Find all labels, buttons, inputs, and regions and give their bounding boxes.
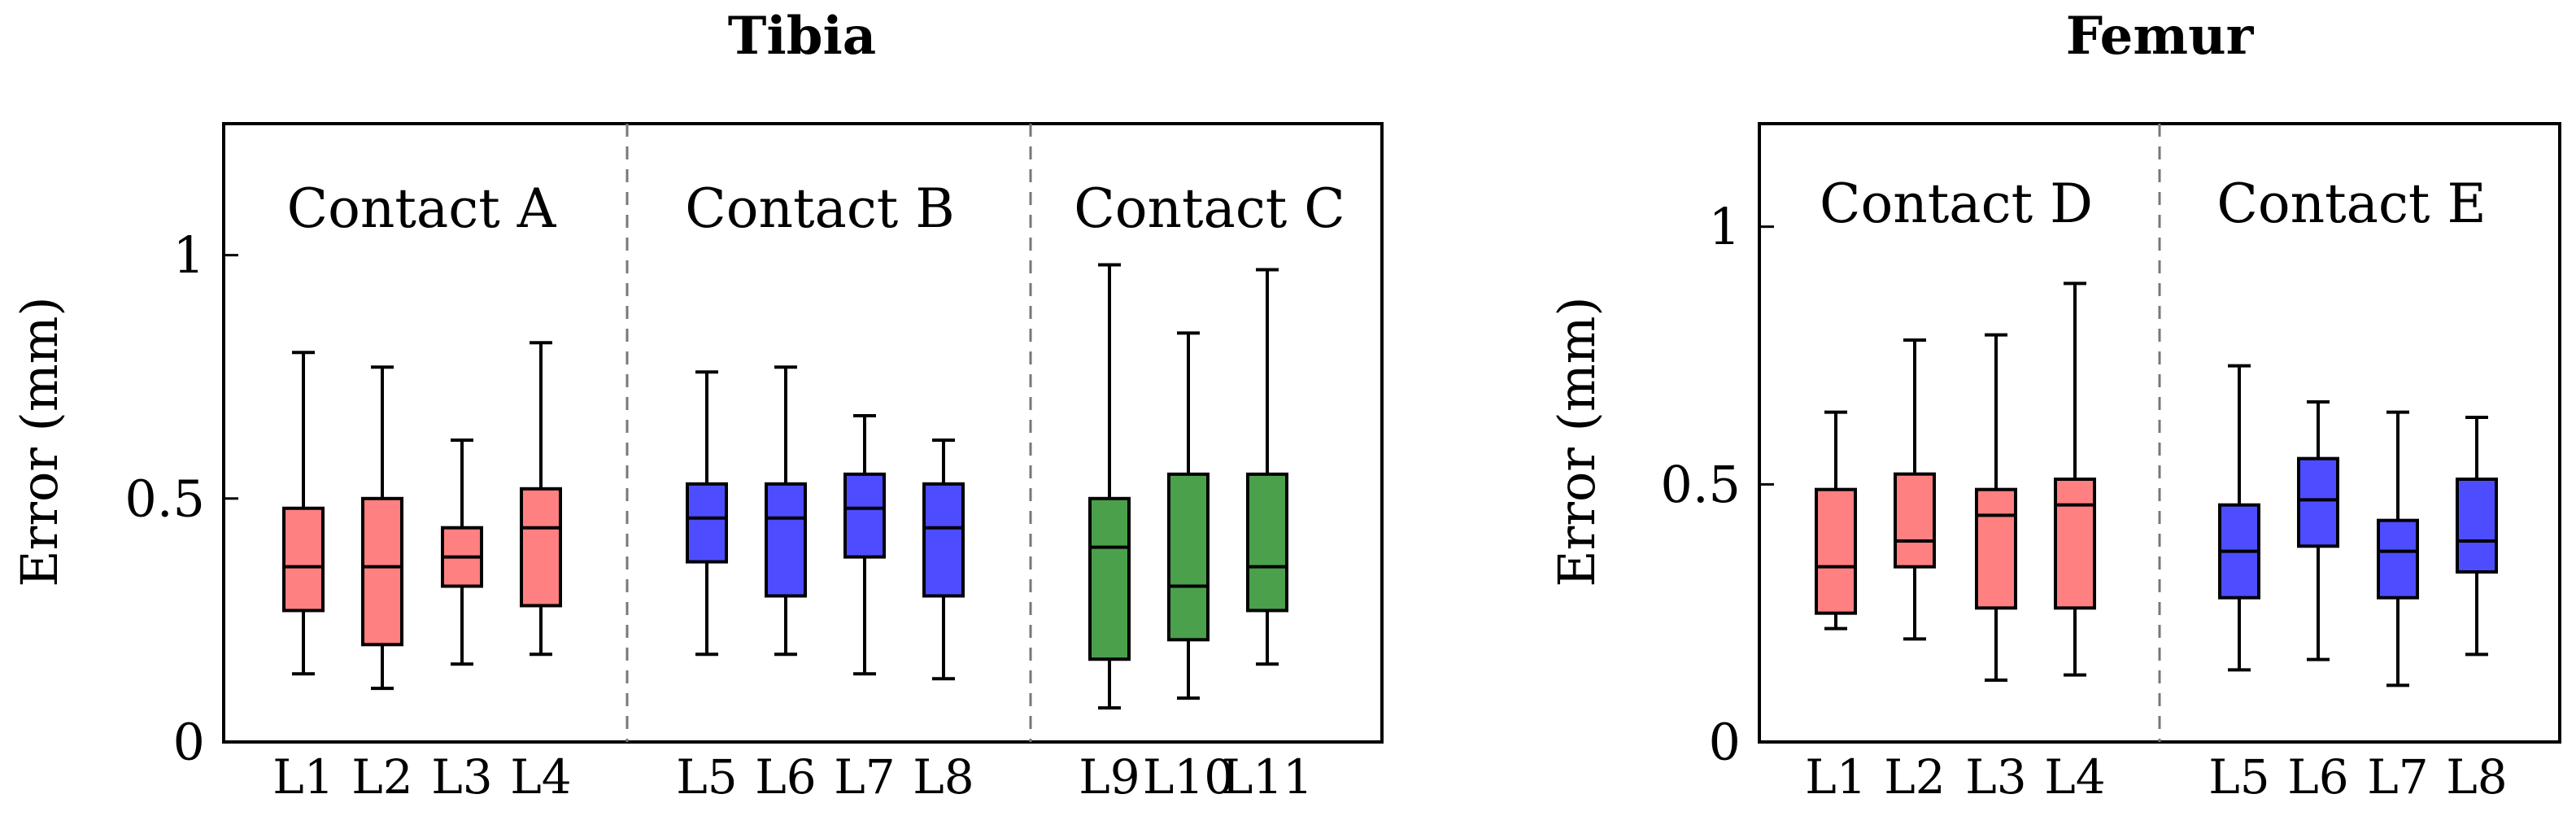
x-tick-label-femur-l1: L1 <box>1805 749 1866 805</box>
box-series-tibia <box>282 263 1288 710</box>
box-l1 <box>1815 487 1857 615</box>
x-tick-label-tibia-l8: L8 <box>913 749 974 805</box>
box-l8 <box>922 482 965 598</box>
box-l9 <box>1088 496 1131 661</box>
box-series-femur <box>1815 281 2498 687</box>
group-label-contact-b: Contact B <box>685 177 955 240</box>
y-axis-label-femur: Error (mm) <box>1547 296 1606 587</box>
x-tick-label-femur-l7: L7 <box>2367 749 2428 805</box>
y-tick-label-tibia-1: 0.5 <box>124 469 205 528</box>
x-tick-label-femur-l2: L2 <box>1884 749 1945 805</box>
y-tick-label-femur-0: 0 <box>1709 713 1741 772</box>
box-l2 <box>1894 472 1936 569</box>
plot-area-femur: Contact D Contact E 0 0.5 1 L1 L2 L3 L4 … <box>1660 122 2561 805</box>
x-tick-label-tibia-l11: L11 <box>1222 749 1313 805</box>
box-l4 <box>520 487 562 608</box>
box-l10 <box>1167 472 1210 642</box>
x-tick-label-femur-l3: L3 <box>1965 749 2026 805</box>
y-tick-label-femur-2: 1 <box>1709 197 1741 256</box>
box-l11 <box>1246 472 1288 613</box>
x-tick-label-femur-l8: L8 <box>2446 749 2507 805</box>
tibia-chart: Tibia Error (mm) Contact A Contact B Con… <box>10 6 1384 805</box>
y-axis-label-tibia: Error (mm) <box>10 296 69 587</box>
group-label-contact-c: Contact C <box>1074 177 1345 240</box>
x-tick-label-tibia-l10: L10 <box>1143 749 1234 805</box>
plot-area-tibia: Contact A Contact B Contact C 0 0.5 1 L1… <box>124 122 1384 805</box>
box-l1 <box>282 506 325 613</box>
box-l3 <box>1975 487 2017 610</box>
y-tick-label-femur-1: 0.5 <box>1660 455 1741 514</box>
group-label-contact-d: Contact D <box>1820 172 2093 235</box>
chart-title-femur: Femur <box>2066 6 2255 67</box>
x-tick-label-tibia-l7: L7 <box>834 749 895 805</box>
femur-chart: Femur Error (mm) Contact D Contact E 0 0… <box>1547 6 2561 805</box>
y-tick-label-tibia-2: 1 <box>173 225 205 285</box>
box-l7 <box>843 472 886 559</box>
x-tick-label-tibia-l3: L3 <box>431 749 492 805</box>
x-tick-label-femur-l4: L4 <box>2044 749 2105 805</box>
group-label-contact-a: Contact A <box>287 177 557 240</box>
x-tick-label-tibia-l6: L6 <box>755 749 816 805</box>
box-l8 <box>2456 478 2498 574</box>
y-tick-label-tibia-0: 0 <box>173 713 205 772</box>
box-l4 <box>2054 478 2096 610</box>
x-tick-label-tibia-l5: L5 <box>676 749 737 805</box>
axis-frame-tibia <box>222 122 1384 744</box>
x-tick-label-tibia-l9: L9 <box>1079 749 1140 805</box>
group-label-contact-e: Contact E <box>2216 172 2486 235</box>
chart-title-tibia: Tibia <box>728 6 876 67</box>
x-tick-label-tibia-l2: L2 <box>351 749 412 805</box>
x-tick-label-tibia-l4: L4 <box>510 749 571 805</box>
box-l6 <box>765 482 807 598</box>
x-tick-label-femur-l5: L5 <box>2208 749 2269 805</box>
x-tick-label-tibia-l1: L1 <box>272 749 333 805</box>
box-l7 <box>2377 518 2419 600</box>
box-l5 <box>686 482 728 564</box>
box-l2 <box>361 496 403 647</box>
x-tick-label-femur-l6: L6 <box>2287 749 2348 805</box>
box-l6 <box>2297 456 2339 548</box>
